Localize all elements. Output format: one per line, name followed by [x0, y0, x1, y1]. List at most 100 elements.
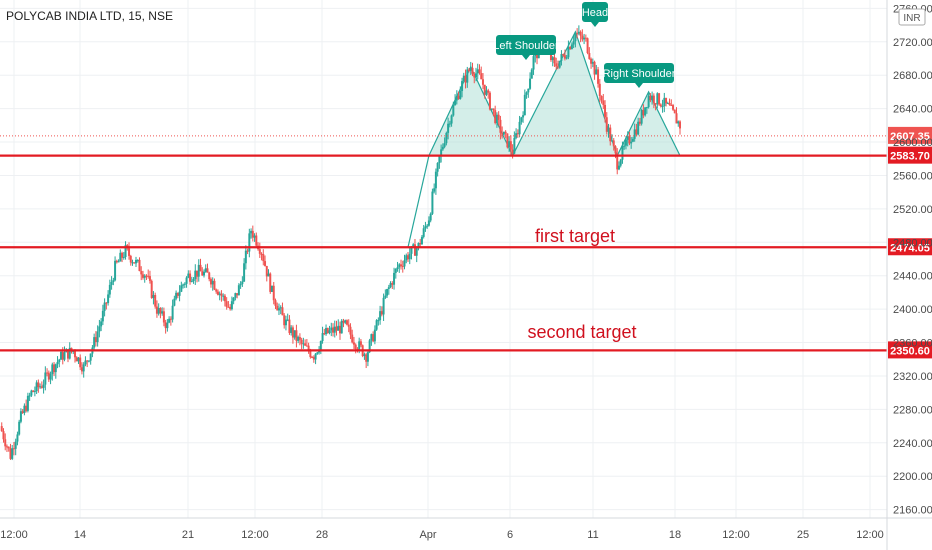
- candle-body: [196, 270, 199, 277]
- candle-body: [551, 57, 554, 61]
- candle-body: [518, 121, 521, 135]
- candle-body: [108, 284, 111, 295]
- candle-body: [654, 103, 657, 105]
- candle-body: [262, 254, 265, 262]
- x-tick-label: 12:00: [241, 529, 269, 541]
- candle-body: [96, 331, 99, 343]
- candle-body: [209, 279, 212, 285]
- candle-body: [523, 94, 526, 116]
- candle-body: [675, 113, 678, 124]
- y-tick-label: 2200.00: [893, 471, 932, 483]
- candle-body: [616, 153, 619, 170]
- candle-body: [401, 265, 404, 267]
- candle-body: [476, 69, 479, 74]
- y-tick-label: 2400.00: [893, 304, 932, 316]
- candle-body: [508, 141, 511, 148]
- candle-body: [485, 90, 488, 95]
- candle-body: [576, 33, 579, 35]
- candle-body: [192, 279, 195, 281]
- candle-body: [672, 105, 675, 110]
- candle-body: [586, 38, 589, 54]
- candle-body: [572, 41, 575, 45]
- candle-body: [122, 257, 125, 259]
- candle-body: [187, 273, 190, 278]
- candle-body: [633, 129, 636, 139]
- candle-body: [284, 319, 287, 326]
- candle-body: [58, 359, 61, 362]
- currency-badge[interactable]: INR: [898, 8, 926, 26]
- candle-body: [305, 345, 308, 347]
- candle-body: [84, 360, 87, 365]
- candle-body: [46, 372, 49, 374]
- y-tick-label: 2600.00: [893, 137, 932, 149]
- candle-body: [617, 165, 620, 170]
- candle-body: [7, 446, 10, 449]
- candle-body: [131, 262, 134, 264]
- support-levels: 2607.35 2583.70 2474.05 2350.60: [0, 126, 932, 359]
- candle-body: [223, 295, 226, 302]
- candle-body: [565, 57, 568, 59]
- candle-body: [619, 159, 622, 166]
- candle-body: [443, 143, 446, 147]
- candle-body: [211, 280, 214, 285]
- candle-body: [368, 340, 371, 353]
- candle-body: [225, 301, 228, 307]
- pattern-label-pointer: [522, 55, 530, 60]
- candle-body: [30, 390, 33, 396]
- candle-body: [180, 285, 183, 292]
- x-tick-label: 6: [507, 529, 513, 541]
- candle-body: [658, 93, 661, 105]
- y-tick-label: 2720.00: [893, 37, 932, 49]
- candle-body: [161, 311, 164, 314]
- candle-body: [237, 285, 240, 296]
- candle-body: [457, 95, 460, 99]
- candle-body: [440, 149, 443, 157]
- candle-body: [501, 132, 504, 135]
- candle-body: [272, 285, 275, 301]
- candle-body: [148, 276, 151, 281]
- x-tick-label: 21: [182, 529, 194, 541]
- candle-body: [469, 67, 472, 71]
- chart-title: POLYCAB INDIA LTD, 15, NSE: [6, 9, 173, 23]
- candle-body: [297, 336, 300, 341]
- y-tick-label: 2320.00: [893, 371, 932, 383]
- candle-body: [445, 132, 448, 144]
- candle-body: [424, 226, 427, 229]
- candle-body: [260, 253, 263, 255]
- candle-body: [363, 354, 366, 356]
- candle-body: [405, 255, 408, 261]
- candle-body: [555, 63, 558, 67]
- candle-body: [513, 137, 516, 154]
- candle-body: [396, 267, 399, 269]
- candle-body: [611, 140, 613, 142]
- candle-body: [159, 308, 162, 314]
- candle-body: [511, 149, 514, 154]
- candle-body: [229, 306, 232, 310]
- candle-body: [124, 245, 127, 258]
- candle-body: [495, 114, 498, 124]
- candle-body: [243, 263, 246, 282]
- candle-body: [239, 284, 242, 286]
- candle-body: [666, 102, 669, 104]
- candle-body: [351, 334, 354, 343]
- pattern-label-bg: [604, 63, 674, 83]
- candle-body: [185, 277, 188, 284]
- candle-body: [135, 259, 137, 264]
- candle-body: [450, 115, 453, 124]
- candle-body: [33, 391, 36, 393]
- candle-body: [25, 405, 28, 411]
- candle-body: [462, 75, 465, 82]
- candle-body: [337, 325, 340, 331]
- currency-label: INR: [903, 13, 920, 24]
- candle-body: [152, 294, 155, 298]
- candle-body: [40, 386, 43, 388]
- candle-body: [487, 90, 490, 93]
- candle-body: [461, 81, 464, 91]
- candle-body: [60, 351, 63, 360]
- level-tag-bg: [888, 341, 932, 359]
- candle-body: [377, 320, 380, 322]
- candle-body: [529, 78, 532, 89]
- pattern-label: Right Shoulder: [603, 68, 676, 80]
- candle-body: [129, 255, 132, 263]
